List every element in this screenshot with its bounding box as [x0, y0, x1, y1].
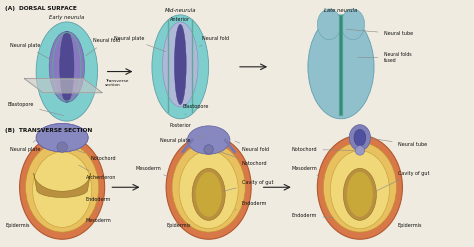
Text: Mesoderm: Mesoderm	[292, 166, 319, 177]
Text: Neural plate: Neural plate	[114, 36, 166, 52]
Text: Neural tube: Neural tube	[370, 138, 427, 147]
Ellipse shape	[347, 172, 373, 217]
Text: Endoderm: Endoderm	[86, 197, 111, 202]
Ellipse shape	[36, 22, 98, 121]
Ellipse shape	[166, 135, 251, 239]
Ellipse shape	[19, 135, 105, 239]
Polygon shape	[24, 79, 102, 93]
Ellipse shape	[308, 15, 374, 119]
Ellipse shape	[343, 168, 376, 220]
Text: Neural plate: Neural plate	[10, 43, 53, 61]
Text: (A)  DORSAL SURFACE: (A) DORSAL SURFACE	[5, 6, 77, 11]
Ellipse shape	[318, 135, 402, 239]
Text: Neural plate: Neural plate	[160, 136, 206, 143]
Ellipse shape	[187, 126, 230, 154]
Ellipse shape	[196, 172, 222, 217]
Text: Blastopore: Blastopore	[182, 104, 209, 115]
Ellipse shape	[172, 142, 245, 232]
Text: Late neurula: Late neurula	[324, 8, 357, 13]
Text: Neural fold: Neural fold	[235, 141, 269, 152]
Ellipse shape	[341, 9, 365, 40]
Text: Notochord: Notochord	[292, 147, 355, 152]
Text: Cavity of gut: Cavity of gut	[223, 180, 273, 191]
Text: Neural tube: Neural tube	[346, 29, 413, 36]
Ellipse shape	[26, 142, 99, 232]
Ellipse shape	[179, 151, 238, 228]
Text: Notochord: Notochord	[70, 148, 116, 162]
Text: Epidermis: Epidermis	[398, 223, 422, 227]
Ellipse shape	[318, 9, 341, 40]
Ellipse shape	[323, 142, 397, 232]
Ellipse shape	[36, 124, 88, 152]
Text: Blastopore: Blastopore	[8, 102, 64, 116]
Ellipse shape	[354, 129, 366, 146]
Ellipse shape	[349, 125, 371, 151]
Ellipse shape	[152, 15, 209, 119]
Text: Epidermis: Epidermis	[5, 223, 30, 227]
Text: Endoderm: Endoderm	[235, 201, 267, 210]
Text: Mid-neurula: Mid-neurula	[164, 8, 196, 13]
Ellipse shape	[174, 24, 186, 105]
Text: Posterior: Posterior	[169, 123, 191, 128]
Text: Archenteron: Archenteron	[79, 165, 116, 180]
Ellipse shape	[57, 142, 67, 152]
Ellipse shape	[60, 31, 74, 102]
Ellipse shape	[49, 31, 84, 102]
Text: Neural plate: Neural plate	[10, 135, 41, 152]
Text: Notochord: Notochord	[216, 150, 267, 166]
Text: Mesoderm: Mesoderm	[136, 166, 168, 177]
Ellipse shape	[163, 22, 198, 107]
Text: Neural fold: Neural fold	[199, 36, 228, 47]
Text: Transverse
section: Transverse section	[105, 79, 128, 87]
Text: Neural fold: Neural fold	[86, 38, 120, 56]
Text: (B)  TRANSVERSE SECTION: (B) TRANSVERSE SECTION	[5, 128, 93, 133]
Text: Anterior: Anterior	[170, 17, 191, 22]
Text: Neural folds
fused: Neural folds fused	[358, 52, 411, 63]
Ellipse shape	[192, 168, 225, 220]
Polygon shape	[34, 173, 91, 197]
Ellipse shape	[355, 146, 365, 155]
Ellipse shape	[330, 151, 390, 228]
Text: Mesoderm: Mesoderm	[86, 206, 111, 223]
Text: Epidermis: Epidermis	[166, 223, 191, 227]
Ellipse shape	[204, 145, 213, 154]
Text: Early neurula: Early neurula	[49, 15, 84, 20]
Ellipse shape	[33, 152, 91, 227]
Text: Cavity of gut: Cavity of gut	[376, 171, 429, 191]
Text: Endoderm: Endoderm	[292, 213, 334, 218]
